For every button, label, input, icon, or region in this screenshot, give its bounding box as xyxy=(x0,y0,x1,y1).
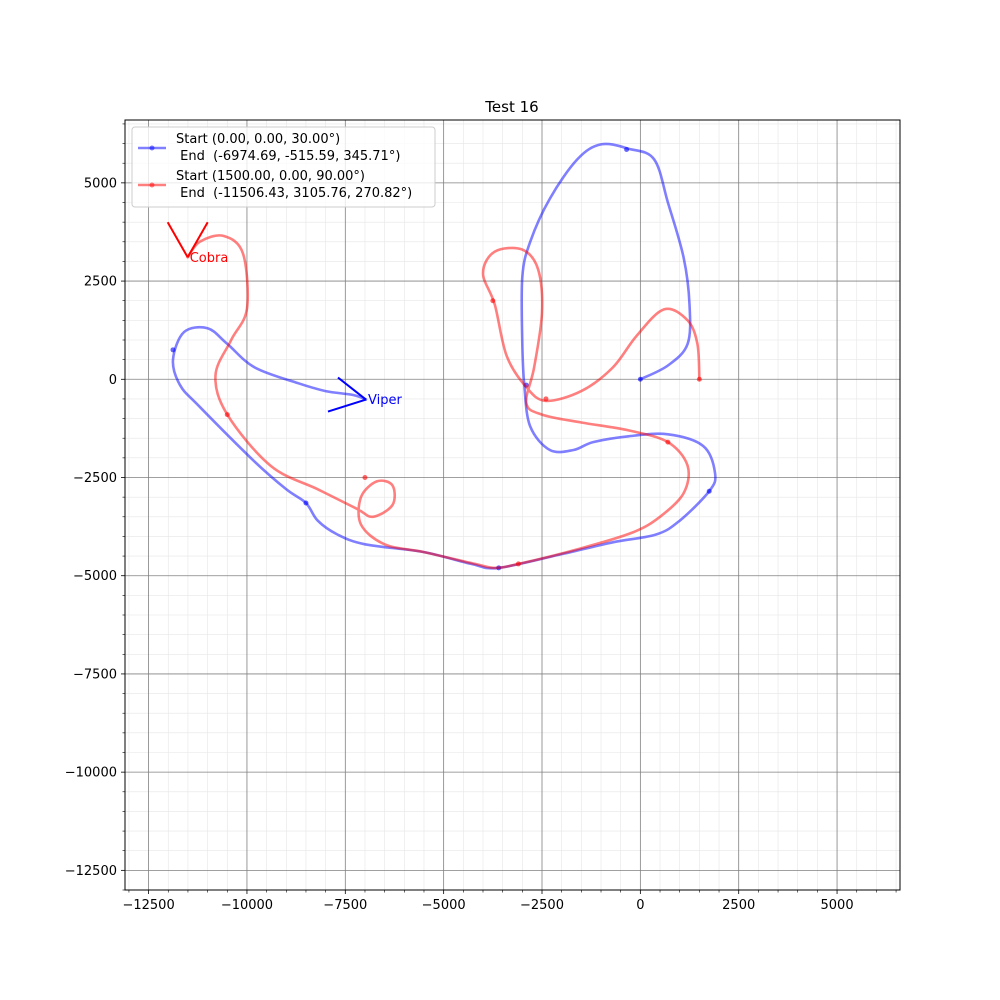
axis-ticks: −12500 −10000 −7500 −5000 −2500 0 2500 5000 5000… xyxy=(65,123,897,913)
series-marker-red xyxy=(362,475,368,480)
series-marker-blue xyxy=(170,347,176,353)
aircraft-wing xyxy=(166,221,189,258)
series-line-blue xyxy=(171,142,717,570)
legend-label-blue-line1: Start (0.00, 0.00, 30.00°) xyxy=(176,132,340,147)
y-tick-label: −5000 xyxy=(73,569,117,584)
y-tick-label: 0 xyxy=(109,373,117,388)
series-marker-red xyxy=(224,412,230,418)
x-tick-label: 5000 xyxy=(821,898,854,913)
aircraft-wing xyxy=(186,221,209,258)
major-grid xyxy=(125,120,900,890)
series-marker-red xyxy=(490,298,496,304)
aircraft-viper: Viper xyxy=(327,376,402,413)
aircraft-label: Viper xyxy=(368,393,402,408)
legend-marker-blue xyxy=(149,145,155,151)
legend-label-blue-line2: End (-6974.69, -515.59, 345.71°) xyxy=(176,149,400,164)
series-marker-red xyxy=(696,376,702,382)
y-tick-label: 5000 xyxy=(84,176,117,191)
aircraft-wing xyxy=(337,376,367,401)
legend: Start (0.00, 0.00, 30.00°) End (-6974.69… xyxy=(131,126,436,208)
legend-box xyxy=(131,126,436,208)
series-marker-blue xyxy=(303,500,309,506)
series-line-red xyxy=(186,234,701,570)
x-tick-label: 2500 xyxy=(722,898,755,913)
chart-title: Test 16 xyxy=(484,98,538,116)
y-tick-label: −12500 xyxy=(65,864,117,879)
y-tick-label: 2500 xyxy=(84,275,117,290)
annotation-layer: Viper Cobra xyxy=(166,221,402,413)
legend-label-red-line1: Start (1500.00, 0.00, 90.00°) xyxy=(176,169,365,184)
x-tick-label: −5000 xyxy=(422,898,466,913)
y-tick-label: −10000 xyxy=(65,766,117,781)
plot-frame xyxy=(124,119,901,891)
x-tick-label: −12500 xyxy=(122,898,174,913)
minor-grid xyxy=(125,120,900,891)
x-tick-label: −10000 xyxy=(221,898,273,913)
series-marker-blue xyxy=(706,488,712,494)
series-marker-red xyxy=(543,396,549,402)
y-tick-label: −7500 xyxy=(73,667,117,682)
x-tick-label: −7500 xyxy=(323,898,367,913)
x-tick-label: 0 xyxy=(636,898,644,913)
series-marker-blue xyxy=(624,146,630,152)
series-marker-red xyxy=(515,561,521,567)
legend-marker-red xyxy=(149,182,155,188)
y-tick-label: −2500 xyxy=(73,471,117,486)
aircraft-cobra: Cobra xyxy=(166,221,229,266)
series-marker-red xyxy=(665,439,671,445)
aircraft-label: Cobra xyxy=(190,251,229,266)
aircraft-wing xyxy=(327,398,367,413)
legend-label-red-line2: End (-11506.43, 3105.76, 270.82°) xyxy=(176,186,412,201)
series-marker-blue xyxy=(637,376,643,382)
series-layer xyxy=(170,142,717,571)
x-tick-label: −2500 xyxy=(520,898,564,913)
